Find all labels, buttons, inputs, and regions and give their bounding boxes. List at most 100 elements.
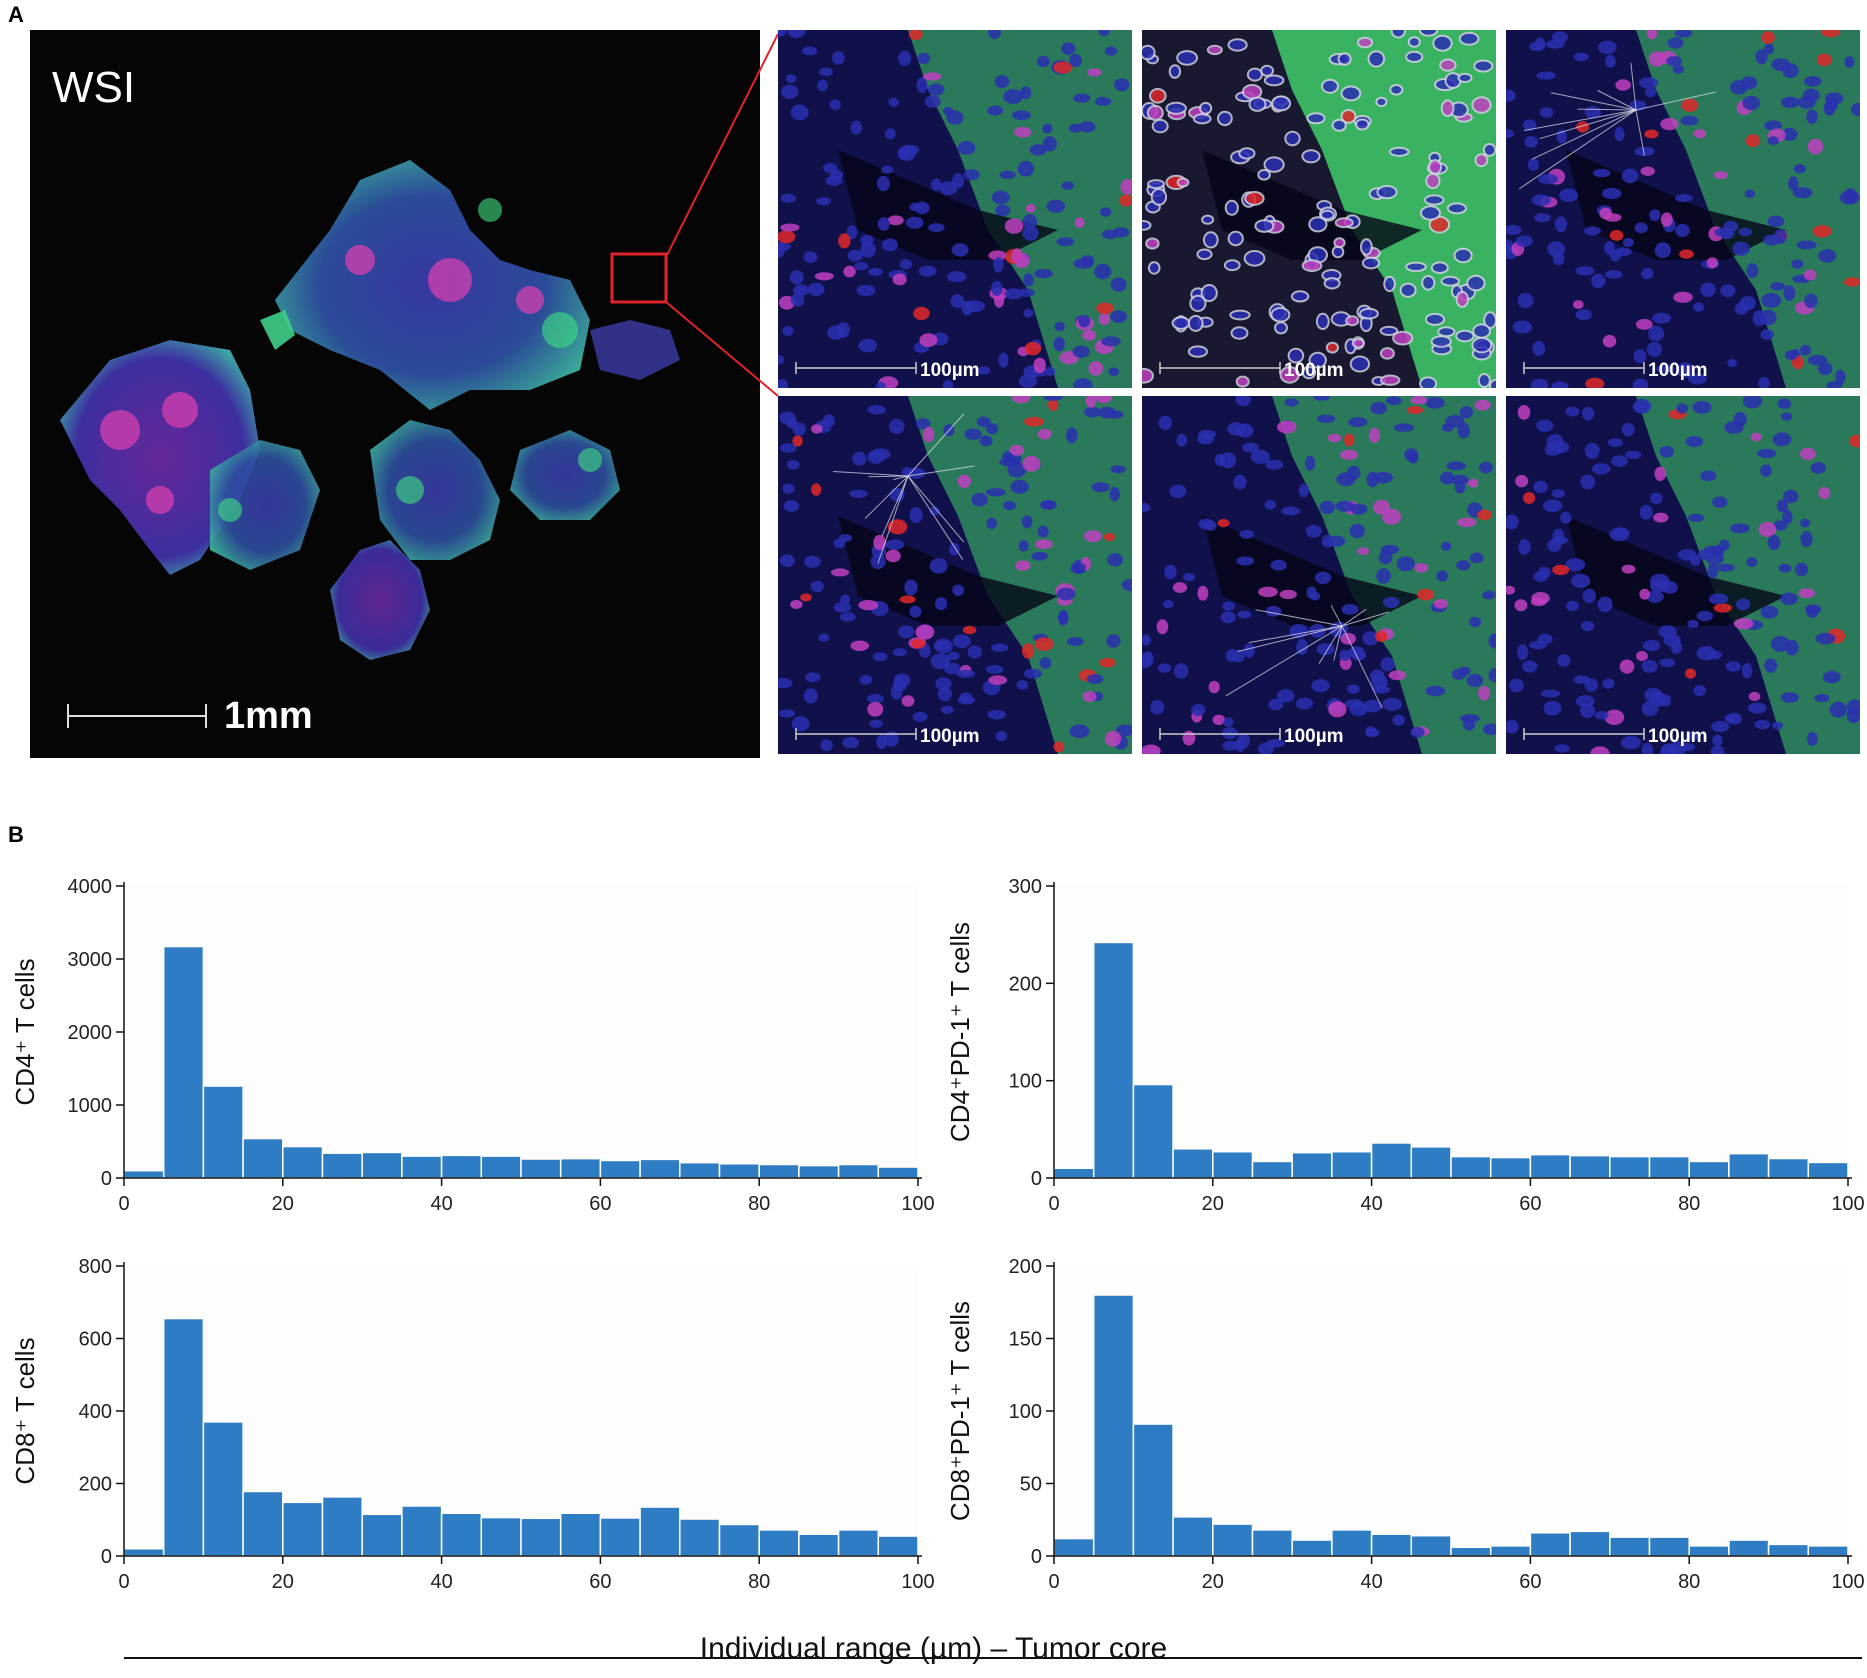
y-tick-label: 150 bbox=[1009, 1329, 1042, 1351]
histogram-bar bbox=[1251, 1529, 1293, 1557]
y-tick-label: 0 bbox=[1031, 1546, 1042, 1568]
histogram-bar bbox=[679, 1518, 721, 1557]
histogram-bar bbox=[837, 1163, 880, 1179]
y-tick-label: 200 bbox=[79, 1474, 112, 1496]
y-tick-label: 50 bbox=[1020, 1474, 1042, 1496]
x-tick-label: 40 bbox=[430, 1193, 452, 1215]
tissue-fragment-center bbox=[370, 420, 500, 560]
histogram-bar bbox=[242, 1137, 284, 1179]
microscopy-tile: 100µm bbox=[1142, 30, 1496, 388]
histogram-bar bbox=[1291, 1151, 1333, 1179]
histogram-bar bbox=[321, 1152, 363, 1179]
tile-scale-label: 100µm bbox=[1648, 726, 1708, 747]
whole-slide-image: 1mm WSI bbox=[30, 30, 760, 758]
histogram-bar bbox=[1053, 1167, 1095, 1179]
plot-area bbox=[124, 886, 918, 1178]
histogram-bar bbox=[1053, 1537, 1095, 1557]
histogram-bar bbox=[1688, 1545, 1730, 1557]
x-tick-label: 40 bbox=[1360, 1571, 1382, 1593]
histogram-bar bbox=[1410, 1146, 1452, 1179]
histogram-bar bbox=[1807, 1545, 1849, 1557]
histogram-bar bbox=[361, 1151, 403, 1179]
histogram-bar bbox=[837, 1529, 880, 1557]
y-tick-label: 200 bbox=[1009, 1256, 1042, 1278]
histogram-bar bbox=[679, 1161, 721, 1179]
y-tick-label: 600 bbox=[79, 1329, 112, 1351]
histogram-bar bbox=[282, 1145, 324, 1179]
histogram-bar bbox=[1450, 1546, 1492, 1557]
histogram-bar bbox=[758, 1163, 800, 1179]
tile-scale-label: 100µm bbox=[1648, 360, 1708, 381]
histogram-bar bbox=[599, 1517, 641, 1557]
wsi-scale-label: 1mm bbox=[224, 695, 313, 737]
y-tick-label: 800 bbox=[79, 1256, 112, 1278]
tile-image: 100µm bbox=[1142, 30, 1496, 388]
histogram-bar bbox=[758, 1529, 800, 1557]
histogram-chart-2: 0 100 200 300 0 20 40 60 80 100 CD4⁺PD-1⁺ T cells bbox=[945, 876, 1865, 1215]
tile-scale-label: 100µm bbox=[1284, 726, 1344, 747]
histogram-bar bbox=[1728, 1539, 1770, 1557]
y-tick-label: 200 bbox=[1009, 973, 1042, 995]
histogram-chart-4: 0 50 100 150 200 0 20 40 60 80 100 CD8⁺PD-1⁺ T cell… bbox=[945, 1256, 1865, 1593]
y-axis-label: CD8⁺PD-1⁺ T cells bbox=[945, 1301, 975, 1521]
histogram-bar bbox=[1489, 1545, 1532, 1557]
histogram-bar bbox=[1291, 1539, 1333, 1557]
tumor-region bbox=[1636, 396, 1860, 754]
tumor-region bbox=[908, 30, 1132, 388]
histogram-bar bbox=[1172, 1516, 1214, 1557]
histogram-chart-3: 0 200 400 600 800 0 20 40 60 80 100 CD8⁺ T cells bbox=[10, 1256, 935, 1593]
plot-area bbox=[1054, 1266, 1848, 1556]
histogram-bar bbox=[480, 1155, 522, 1179]
x-axis-label: Individual range (µm) – Tumor core bbox=[699, 1632, 1168, 1665]
histogram-chart-1: 0 1000 2000 3000 4000 0 20 40 60 80 100 CD4⁺ T cell… bbox=[10, 876, 935, 1215]
microscopy-tile: 100µm bbox=[1142, 396, 1496, 754]
histogram-bar bbox=[202, 1421, 244, 1557]
histogram-bar bbox=[1569, 1154, 1611, 1179]
x-tick-label: 100 bbox=[901, 1193, 934, 1215]
y-tick-label: 2000 bbox=[68, 1022, 113, 1044]
x-tick-label: 80 bbox=[748, 1571, 770, 1593]
y-axis-label: CD4⁺ T cells bbox=[10, 958, 40, 1105]
histogram-bar bbox=[1569, 1530, 1611, 1557]
tissue-fragment-mid bbox=[210, 440, 320, 570]
y-tick-label: 0 bbox=[101, 1546, 112, 1568]
histogram-bar bbox=[1370, 1142, 1413, 1179]
histogram-bar bbox=[401, 1155, 443, 1179]
histogram-bar bbox=[559, 1157, 602, 1179]
x-tick-label: 80 bbox=[1678, 1571, 1700, 1593]
histogram-bar bbox=[1331, 1529, 1373, 1557]
histogram-bar bbox=[718, 1523, 760, 1557]
x-tick-label: 20 bbox=[1202, 1193, 1224, 1215]
x-tick-label: 80 bbox=[748, 1193, 770, 1215]
x-tick-label: 60 bbox=[1519, 1571, 1541, 1593]
histogram-bar bbox=[1331, 1150, 1373, 1179]
histogram-bar bbox=[202, 1085, 244, 1179]
histogram-bar bbox=[1767, 1157, 1810, 1179]
histogram-bar bbox=[1529, 1153, 1571, 1179]
histogram-bar bbox=[1212, 1523, 1254, 1557]
tile-image: 100µm bbox=[1142, 396, 1496, 754]
x-tick-label: 60 bbox=[589, 1571, 611, 1593]
panel-a-label: A bbox=[8, 2, 24, 27]
x-tick-label: 20 bbox=[272, 1193, 294, 1215]
zoom-region-box bbox=[610, 252, 668, 304]
histogram-bar bbox=[559, 1512, 602, 1557]
microscopy-tile: 100µm bbox=[1506, 30, 1860, 388]
histogram-bar bbox=[1489, 1156, 1532, 1179]
histogram-bar bbox=[1172, 1148, 1214, 1179]
histogram-bar bbox=[1132, 1083, 1174, 1179]
x-tick-label: 0 bbox=[118, 1571, 129, 1593]
histogram-bar bbox=[1807, 1161, 1849, 1179]
x-tick-label: 100 bbox=[901, 1571, 934, 1593]
histogram-bar bbox=[520, 1517, 562, 1557]
tile-image: 100µm bbox=[778, 396, 1132, 754]
tissue-fragment-bottom bbox=[330, 540, 430, 660]
y-tick-label: 400 bbox=[79, 1401, 112, 1423]
tile-scale-label: 100µm bbox=[920, 360, 980, 381]
x-tick-label: 20 bbox=[272, 1571, 294, 1593]
panel-a: A bbox=[0, 0, 1867, 770]
histogram-bar bbox=[1609, 1536, 1651, 1557]
y-tick-label: 3000 bbox=[68, 949, 113, 971]
histogram-bar bbox=[798, 1164, 840, 1179]
